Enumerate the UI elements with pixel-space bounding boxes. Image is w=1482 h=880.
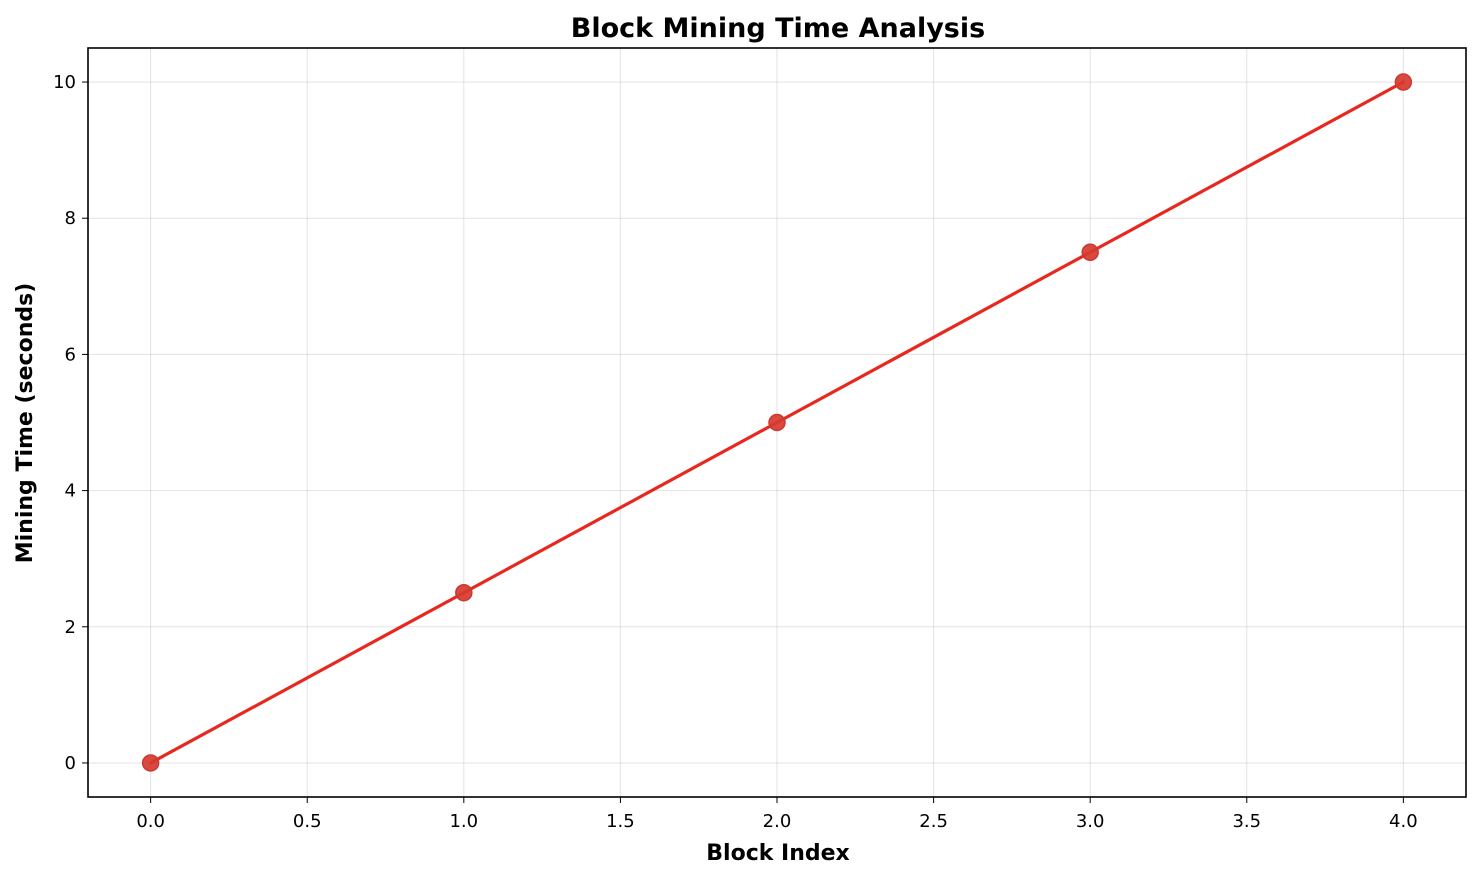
x-tick-label: 3.0 [1076, 811, 1105, 832]
y-tick-label: 8 [65, 208, 76, 229]
data-point [768, 413, 786, 432]
y-axis-label: Mining Time (seconds) [13, 283, 38, 564]
series-layer [141, 73, 1413, 772]
y-axis: 0 2 4 6 8 10 [53, 72, 88, 774]
x-tick-label: 4.0 [1389, 811, 1418, 832]
chart-title: Block Mining Time Analysis [571, 13, 985, 44]
grid [88, 48, 1466, 797]
x-tick-label: 0.5 [293, 811, 322, 832]
y-tick-label: 10 [53, 72, 76, 93]
x-axis-label: Block Index [706, 841, 849, 866]
data-point [1081, 243, 1099, 262]
y-tick-label: 0 [65, 753, 76, 774]
y-tick-label: 6 [65, 344, 76, 365]
y-tick-label: 4 [65, 481, 76, 502]
x-tick-label: 1.0 [449, 811, 478, 832]
y-tick-label: 2 [65, 617, 76, 638]
x-tick-label: 2.5 [919, 811, 948, 832]
x-tick-label: 3.5 [1232, 811, 1261, 832]
data-point [141, 754, 160, 772]
x-tick-label: 1.5 [606, 811, 635, 832]
data-point [455, 583, 473, 602]
x-tick-label: 2.0 [763, 811, 792, 832]
data-point [1394, 73, 1413, 91]
x-tick-label: 0.0 [136, 811, 165, 832]
x-axis: 0.0 0.5 1.0 1.5 2.0 2.5 3.0 3.5 4.0 [136, 797, 1418, 832]
